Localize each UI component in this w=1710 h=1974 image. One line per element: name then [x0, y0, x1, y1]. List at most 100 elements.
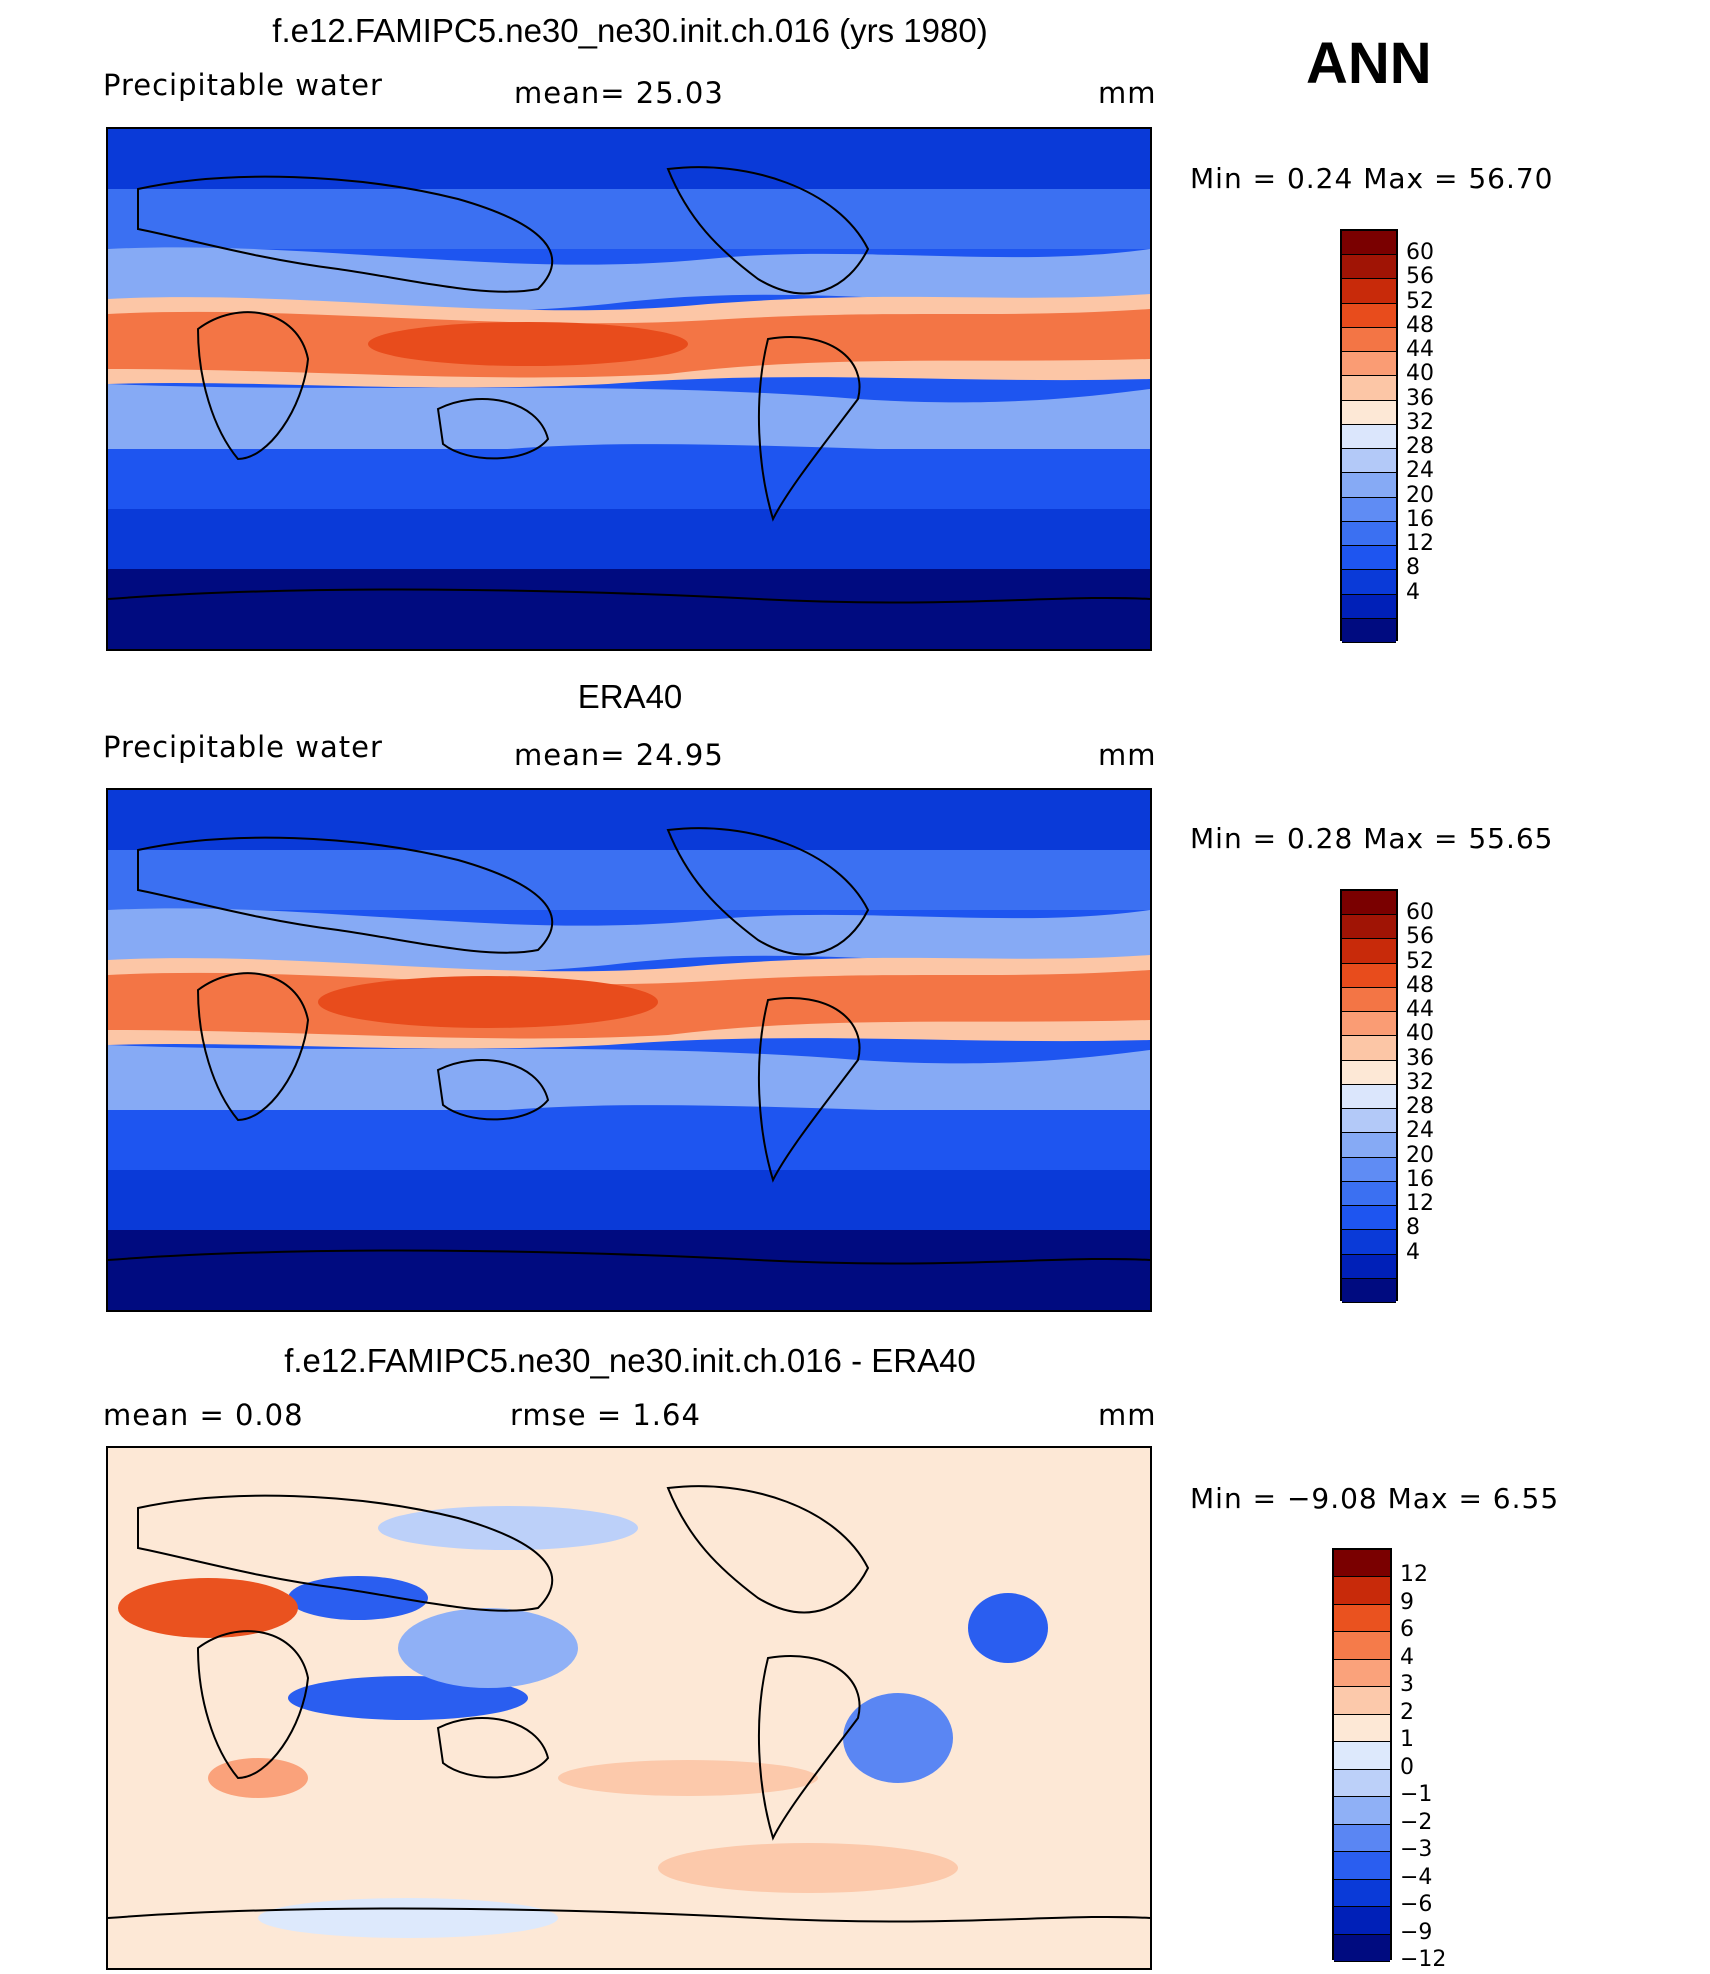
colorbar-tick-label: 0: [1400, 1754, 1414, 1780]
colorbar-tick-label: 8: [1406, 555, 1420, 581]
colorbar-swatch: [1342, 1254, 1396, 1279]
colorbar-tick-label: 36: [1406, 385, 1434, 411]
warm-pool: [368, 322, 688, 366]
colorbar-tick-label: 3: [1400, 1672, 1414, 1698]
panel3-rmse-label: rmse = 1.64: [510, 1398, 701, 1432]
colorbar-swatch: [1342, 618, 1396, 643]
colorbar-tick-label: 28: [1406, 434, 1434, 460]
eurasia-coastline: [137, 175, 554, 293]
colorbar-swatch: [1334, 1769, 1390, 1798]
colorbar-swatch: [1342, 424, 1396, 450]
eurasia-coastline: [137, 836, 554, 954]
colorbar-swatch: [1334, 1632, 1390, 1660]
colorbar-swatch: [1342, 400, 1396, 425]
south-high-band: [108, 509, 1150, 569]
south-mid-band: [108, 449, 1150, 509]
colorbar-tick-label: 20: [1406, 482, 1434, 508]
colorbar-tick-label: 12: [1406, 1191, 1434, 1217]
colorbar-box: [1332, 1548, 1392, 1962]
warm-pool: [318, 976, 658, 1028]
panel2-units-label: mm: [1098, 738, 1157, 772]
colorbar-tick-label: −3: [1400, 1837, 1433, 1863]
colorbar-swatch: [1342, 1230, 1396, 1255]
colorbar-swatch: [1342, 279, 1396, 304]
anomaly-positive-sahara: [118, 1578, 298, 1638]
panel1-map: [106, 127, 1152, 651]
colorbar-tick-label: 48: [1406, 312, 1434, 338]
colorbar-swatch: [1342, 915, 1396, 940]
africa-coastline: [196, 311, 310, 461]
colorbar-tick-label: 40: [1406, 1021, 1434, 1047]
colorbar-tick-label: 40: [1406, 361, 1434, 387]
arctic-band: [108, 129, 1150, 189]
south-high-band: [108, 1170, 1150, 1230]
colorbar-tick-label: 9: [1400, 1589, 1414, 1615]
panel3-mean-label: mean = 0.08: [103, 1398, 304, 1432]
north-subtropic-band: [108, 247, 1150, 313]
colorbar-swatch: [1342, 352, 1396, 377]
colorbar-swatch: [1342, 255, 1396, 280]
antarctic-band: [108, 569, 1150, 649]
colorbar-tick-label: −12: [1400, 1947, 1447, 1972]
antarctica-coastline: [108, 588, 1150, 604]
colorbar-tick-label: 44: [1406, 337, 1434, 363]
panel3-map-svg: [108, 1448, 1150, 1968]
colorbar-box: [1340, 889, 1398, 1303]
panel2-variable-label: Precipitable water: [103, 730, 383, 764]
colorbar-swatch: [1342, 1278, 1396, 1303]
anomaly-negative-antarctic: [258, 1898, 558, 1938]
anomaly-negative-indian-ocean: [288, 1676, 528, 1720]
north-america-coastline: [666, 1485, 870, 1614]
colorbar-tick-label: 2: [1400, 1699, 1414, 1725]
colorbar-swatch: [1342, 449, 1396, 474]
colorbar-swatch: [1342, 1084, 1396, 1110]
colorbar-swatch: [1342, 1133, 1396, 1158]
north-america-coastline: [666, 166, 870, 295]
south-subtropic-band: [108, 1045, 1150, 1117]
colorbar-swatch: [1334, 1604, 1390, 1633]
panel2-minmax: Min = 0.28 Max = 55.65: [1190, 822, 1554, 855]
panel2-map: [106, 788, 1152, 1312]
colorbar-tick-label: 60: [1406, 900, 1434, 926]
anomaly-positive-south-indian: [208, 1758, 308, 1798]
panel3-map: [106, 1446, 1152, 1970]
colorbar-tick-label: 16: [1406, 506, 1434, 532]
anomaly-positive-southern-ocean: [658, 1843, 958, 1893]
colorbar-swatch: [1342, 1036, 1396, 1061]
colorbar-swatch: [1342, 327, 1396, 353]
colorbar-swatch: [1342, 987, 1396, 1013]
south-america-coastline: [757, 1655, 861, 1841]
colorbar-swatch: [1342, 1109, 1396, 1134]
colorbar-swatch: [1342, 521, 1396, 547]
colorbar-swatch: [1334, 1550, 1390, 1578]
colorbar-swatch: [1334, 1852, 1390, 1880]
colorbar-swatch: [1342, 546, 1396, 571]
colorbar-swatch: [1342, 1012, 1396, 1037]
colorbar-tick-label: 4: [1406, 579, 1420, 605]
panel3-title: f.e12.FAMIPC5.ne30_ne30.init.ch.016 - ER…: [284, 1342, 976, 1379]
colorbar-swatch: [1342, 231, 1396, 256]
colorbar-swatch: [1342, 594, 1396, 619]
colorbar-tick-label: 48: [1406, 972, 1434, 998]
colorbar-tick-label: 20: [1406, 1142, 1434, 1168]
colorbar-tick-label: 24: [1406, 458, 1434, 484]
colorbar-tick-label: 8: [1406, 1215, 1420, 1241]
colorbar-tick-label: 36: [1406, 1045, 1434, 1071]
colorbar-swatch: [1334, 1879, 1390, 1908]
colorbar-tick-label: 4: [1406, 1239, 1420, 1265]
panel3-units-label: mm: [1098, 1398, 1157, 1432]
panel1-variable-label: Precipitable water: [103, 68, 383, 102]
colorbar-tick-label: 44: [1406, 997, 1434, 1023]
colorbar-swatch: [1342, 303, 1396, 328]
colorbar-tick-label: −1: [1400, 1782, 1433, 1808]
colorbar-tick-label: 28: [1406, 1094, 1434, 1120]
colorbar-swatch: [1342, 1157, 1396, 1182]
colorbar-tick-label: 12: [1406, 531, 1434, 557]
colorbar-tick-label: 32: [1406, 409, 1434, 435]
antarctic-band: [108, 1230, 1150, 1310]
south-subtropic-band: [108, 384, 1150, 456]
colorbar-swatch: [1342, 939, 1396, 964]
colorbar-tick-label: 52: [1406, 948, 1434, 974]
colorbar-tick-label: 16: [1406, 1166, 1434, 1192]
australia-coastline: [436, 398, 550, 460]
